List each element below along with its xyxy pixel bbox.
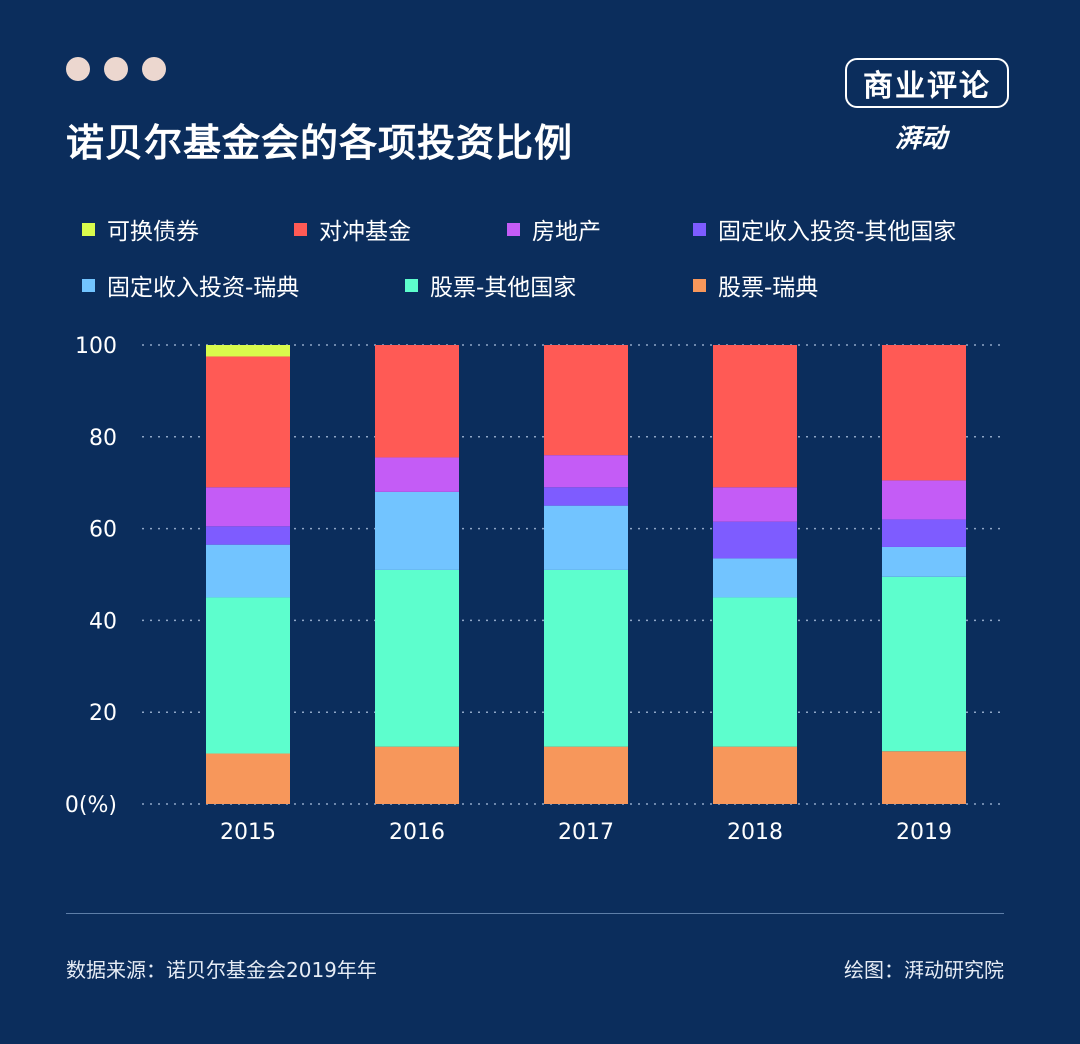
chart-credit: 绘图：湃动研究院 xyxy=(844,958,1004,982)
legend-label: 固定收入投资-其他国家 xyxy=(718,219,957,245)
y-tick-label: 20 xyxy=(89,701,117,726)
bar-segment xyxy=(882,751,966,804)
x-tick-label: 2016 xyxy=(389,820,445,845)
divider xyxy=(66,913,1004,914)
x-tick-label: 2015 xyxy=(220,820,276,845)
y-tick-label: 100 xyxy=(75,334,117,359)
bar-segment xyxy=(544,487,628,506)
y-tick-label: 0(%) xyxy=(65,793,117,818)
bar-segment xyxy=(882,519,966,547)
chart-title: 诺贝尔基金会的各项投资比例 xyxy=(66,121,574,165)
bar-segment xyxy=(713,597,797,747)
legend-item: 可换债券 xyxy=(82,212,199,246)
bar-segment xyxy=(544,345,628,456)
bar-segment xyxy=(375,569,459,747)
y-tick-label: 80 xyxy=(89,426,117,451)
legend-swatch xyxy=(693,278,706,292)
legend-swatch xyxy=(405,278,418,292)
legend-label: 可换债券 xyxy=(107,219,199,245)
bar-segment xyxy=(206,544,290,598)
bar-segment xyxy=(206,753,290,804)
legend-item: 房地产 xyxy=(507,212,601,246)
bar-segment xyxy=(375,746,459,804)
window-dots xyxy=(66,57,166,81)
bar-segment xyxy=(206,345,290,357)
brand-name: 商业评论 xyxy=(863,69,991,104)
x-tick-label: 2017 xyxy=(558,820,614,845)
bar-segment xyxy=(713,487,797,522)
legend-swatch xyxy=(294,222,307,236)
legend-label: 固定收入投资-瑞典 xyxy=(107,275,300,301)
legend-item: 对冲基金 xyxy=(294,212,411,246)
bar-segment xyxy=(882,546,966,577)
bar-segment xyxy=(882,576,966,752)
bar-segment xyxy=(544,569,628,747)
legend-swatch xyxy=(82,278,95,292)
y-tick-label: 40 xyxy=(89,609,117,634)
data-source: 数据来源：诺贝尔基金会2019年年 xyxy=(66,958,377,982)
legend-swatch xyxy=(82,222,95,236)
bar-segment xyxy=(375,345,459,458)
bar-segment xyxy=(206,356,290,488)
bar-segment xyxy=(206,597,290,754)
bar-segment xyxy=(882,345,966,481)
dot-icon xyxy=(104,57,128,81)
bar-segment xyxy=(713,558,797,598)
legend-label: 对冲基金 xyxy=(319,219,411,245)
dot-icon xyxy=(66,57,90,81)
bar-segment xyxy=(544,505,628,570)
legend-swatch xyxy=(507,222,520,236)
y-tick-label: 60 xyxy=(89,518,117,543)
bar-segment xyxy=(713,345,797,488)
legend-label: 房地产 xyxy=(532,219,601,245)
bar-segment xyxy=(713,746,797,804)
bar-segment xyxy=(544,455,628,488)
legend-item: 固定收入投资-其他国家 xyxy=(693,212,956,246)
legend-item: 股票-瑞典 xyxy=(693,268,818,302)
brand-logo: 商业评论 xyxy=(845,58,1009,108)
bar-segment xyxy=(206,487,290,527)
bar-segment xyxy=(544,746,628,804)
legend-item: 固定收入投资-瑞典 xyxy=(82,268,299,302)
dot-icon xyxy=(142,57,166,81)
bar-segment xyxy=(375,491,459,570)
x-tick-label: 2018 xyxy=(727,820,783,845)
brand-sub: 湃动 xyxy=(895,124,948,154)
legend-swatch xyxy=(693,222,706,236)
legend-label: 股票-其他国家 xyxy=(430,275,577,301)
x-tick-label: 2019 xyxy=(896,820,952,845)
bar-segment xyxy=(375,457,459,492)
bar-segment xyxy=(882,480,966,520)
bar-segment xyxy=(713,521,797,559)
legend-item: 股票-其他国家 xyxy=(405,268,576,302)
bar-segment xyxy=(206,526,290,545)
legend-label: 股票-瑞典 xyxy=(718,275,819,301)
